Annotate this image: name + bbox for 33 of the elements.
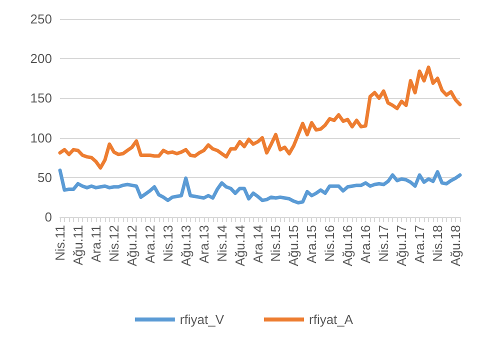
x-tick-label: Ara.12 xyxy=(142,225,158,264)
x-tick-label: Ara.11 xyxy=(88,225,104,262)
x-tick-label: Nis.16 xyxy=(322,225,338,262)
legend-label: rfiyat_A xyxy=(309,312,354,327)
y-tick-label: 50 xyxy=(38,170,52,185)
x-tick-label: Ağu.15 xyxy=(286,225,302,266)
x-tick-label: Ara.16 xyxy=(358,225,374,264)
x-tick-label: Nis.18 xyxy=(430,225,446,262)
x-tick-label: Ara.13 xyxy=(196,225,212,264)
y-tick-label: 100 xyxy=(30,130,52,146)
legend-label: rfiyat_V xyxy=(180,312,224,327)
y-tick-label: 200 xyxy=(30,51,52,66)
y-tick-label: 0 xyxy=(44,210,52,224)
x-tick-label: Nis.13 xyxy=(160,225,176,262)
x-tick-label: Ağu.17 xyxy=(394,225,410,266)
x-tick-label: Ağu.13 xyxy=(178,225,194,266)
y-tick-label: 150 xyxy=(30,90,52,106)
x-tick-label: Ağu.16 xyxy=(340,225,356,266)
x-tick-label: Nis.17 xyxy=(376,225,392,262)
x-tick-label: Nis.11 xyxy=(52,225,68,261)
x-tick-label: Ağu.18 xyxy=(448,225,464,266)
x-tick-label: Nis.12 xyxy=(106,225,122,262)
x-tick-label: Nis.15 xyxy=(268,225,284,262)
x-tick-label: Ara.15 xyxy=(304,225,320,264)
x-tick-label: Ara.17 xyxy=(412,225,428,264)
x-tick-label: Ağu.14 xyxy=(232,225,248,266)
y-tick-label: 250 xyxy=(30,12,52,26)
x-tick-label: Ağu.12 xyxy=(124,225,140,266)
x-tick-label: Nis.14 xyxy=(214,225,230,262)
x-tick-label: Ağu.11 xyxy=(70,225,86,266)
x-tick-label: Ara.14 xyxy=(250,225,266,264)
line-series xyxy=(58,66,462,170)
line-series xyxy=(58,168,462,204)
